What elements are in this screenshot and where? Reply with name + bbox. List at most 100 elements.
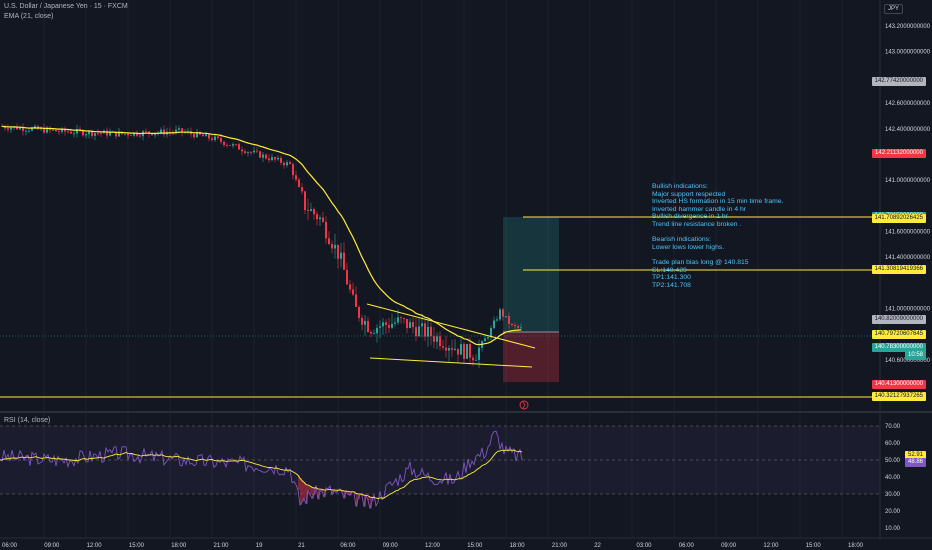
candle-body <box>244 151 246 154</box>
currency-label[interactable]: JPY <box>884 4 904 14</box>
trade-plan-note[interactable]: Bullish indications: Major support respec… <box>652 183 783 289</box>
candle-body <box>64 128 66 132</box>
candle-body <box>61 128 63 132</box>
time-tick-label: 09:00 <box>383 543 399 549</box>
price-tag: 141.70892026425 <box>871 213 926 223</box>
candle-body <box>220 138 222 142</box>
candle-body <box>7 128 9 130</box>
candle-body <box>430 326 432 337</box>
long-position-loss-zone[interactable] <box>503 332 559 382</box>
price-axis[interactable]: 143.2000000000 143.0000000000 142.60000000… <box>885 24 931 364</box>
rsi-tick-label: 60.00 <box>885 441 901 447</box>
candle-body <box>235 144 237 145</box>
price-tag: 140.82009000000 <box>871 314 926 324</box>
ema-legend[interactable]: EMA (21, close) <box>4 13 54 20</box>
candle-body <box>439 336 441 347</box>
candle-body <box>475 359 477 361</box>
candle-body <box>196 131 198 138</box>
candle-body <box>313 209 315 215</box>
candle-body <box>160 129 162 133</box>
candle-body <box>448 348 450 351</box>
price-tag: 141.30819419366 <box>871 265 926 275</box>
candle-body <box>250 152 252 153</box>
price-tick-label: 143.0000000000 <box>885 50 931 56</box>
price-tag: 142.21132000000 <box>872 149 926 159</box>
alert-clock-icon[interactable] <box>519 400 529 410</box>
candle-body <box>337 244 339 259</box>
note-line <box>652 229 783 237</box>
note-line: Major support respected <box>652 190 726 198</box>
note-line: Trade plan bias long @ 140.815 <box>652 258 749 266</box>
candle-body <box>385 322 387 326</box>
note-line: Bearish indications: <box>652 236 711 244</box>
candle-body <box>22 127 24 132</box>
candle-body <box>4 126 6 129</box>
candle-body <box>229 145 231 146</box>
resistance-trendline[interactable] <box>366 303 536 349</box>
candle-body <box>289 162 291 165</box>
rsi-tick-label: 30.00 <box>885 492 901 498</box>
candle-body <box>451 348 453 350</box>
support-trendline[interactable] <box>369 357 533 368</box>
time-tick-label: 12:00 <box>87 543 103 549</box>
symbol-legend[interactable]: U.S. Dollar / Japanese Yen · 15 · FXCM <box>4 3 128 10</box>
candle-body <box>217 136 219 139</box>
time-tick-label: 21:00 <box>214 543 230 549</box>
rsi-axis[interactable]: 70.00 60.00 50.00 40.00 30.00 20.00 10.00 <box>885 424 901 532</box>
candle-body <box>115 131 117 137</box>
candlestick-series[interactable] <box>1 123 522 368</box>
rsi-legend[interactable]: RSI (14, close) <box>4 417 51 424</box>
candle-body <box>478 347 480 360</box>
candle-body <box>409 322 411 328</box>
price-tag: 140.32127937265 <box>871 391 926 401</box>
candle-body <box>355 294 357 307</box>
candle-body <box>67 131 69 133</box>
time-axis[interactable]: 06:00 09:00 12:00 15:00 18:00 21:00 19 21 06:00 0… <box>2 543 864 549</box>
candle-body <box>106 130 108 136</box>
candle-body <box>70 131 72 134</box>
note-line: SL:140.429 <box>652 266 687 274</box>
candle-body <box>256 150 258 152</box>
candle-body <box>520 327 522 329</box>
candle-body <box>175 129 177 133</box>
time-tick-label: 06:00 <box>340 543 356 549</box>
note-line: TP1:141.300 <box>652 274 691 282</box>
candle-body <box>331 244 333 249</box>
long-position-profit-zone[interactable] <box>503 217 559 332</box>
note-line: Inverted HS formation in 15 min time fra… <box>652 198 784 206</box>
candle-body <box>445 347 447 351</box>
price-tick-label: 141.0000000000 <box>885 307 931 313</box>
candle-body <box>28 130 30 132</box>
price-tick-label: 142.4000000000 <box>885 127 931 133</box>
candle-body <box>340 252 342 259</box>
rsi-line[interactable] <box>0 430 523 509</box>
candle-body <box>490 328 492 338</box>
candle-body <box>241 149 243 152</box>
candle-body <box>484 338 486 342</box>
rsi-value-tag: 52.91 <box>904 451 926 461</box>
rsi-ma-line[interactable] <box>0 449 523 499</box>
candle-body <box>352 289 354 295</box>
candle-body <box>85 134 87 136</box>
candle-body <box>259 151 261 158</box>
grid-lines <box>43 0 843 538</box>
candle-body <box>97 133 99 135</box>
candle-body <box>208 134 210 139</box>
candle-body <box>400 317 402 319</box>
time-tick-label: 12:00 <box>425 543 441 549</box>
note-line: Lower lows lower highs. <box>652 243 725 251</box>
candle-body <box>151 133 153 136</box>
candle-body <box>286 162 288 166</box>
candle-body <box>283 162 285 166</box>
time-tick-label: 21:00 <box>552 543 568 549</box>
candle-body <box>232 144 234 146</box>
candle-body <box>19 127 21 130</box>
candle-body <box>388 325 390 328</box>
candle-body <box>418 326 420 337</box>
candle-body <box>376 327 378 334</box>
time-tick-label: 18:00 <box>848 543 864 549</box>
candle-body <box>427 326 429 337</box>
note-line: TP2:141.708 <box>652 281 691 289</box>
candle-body <box>442 346 444 348</box>
